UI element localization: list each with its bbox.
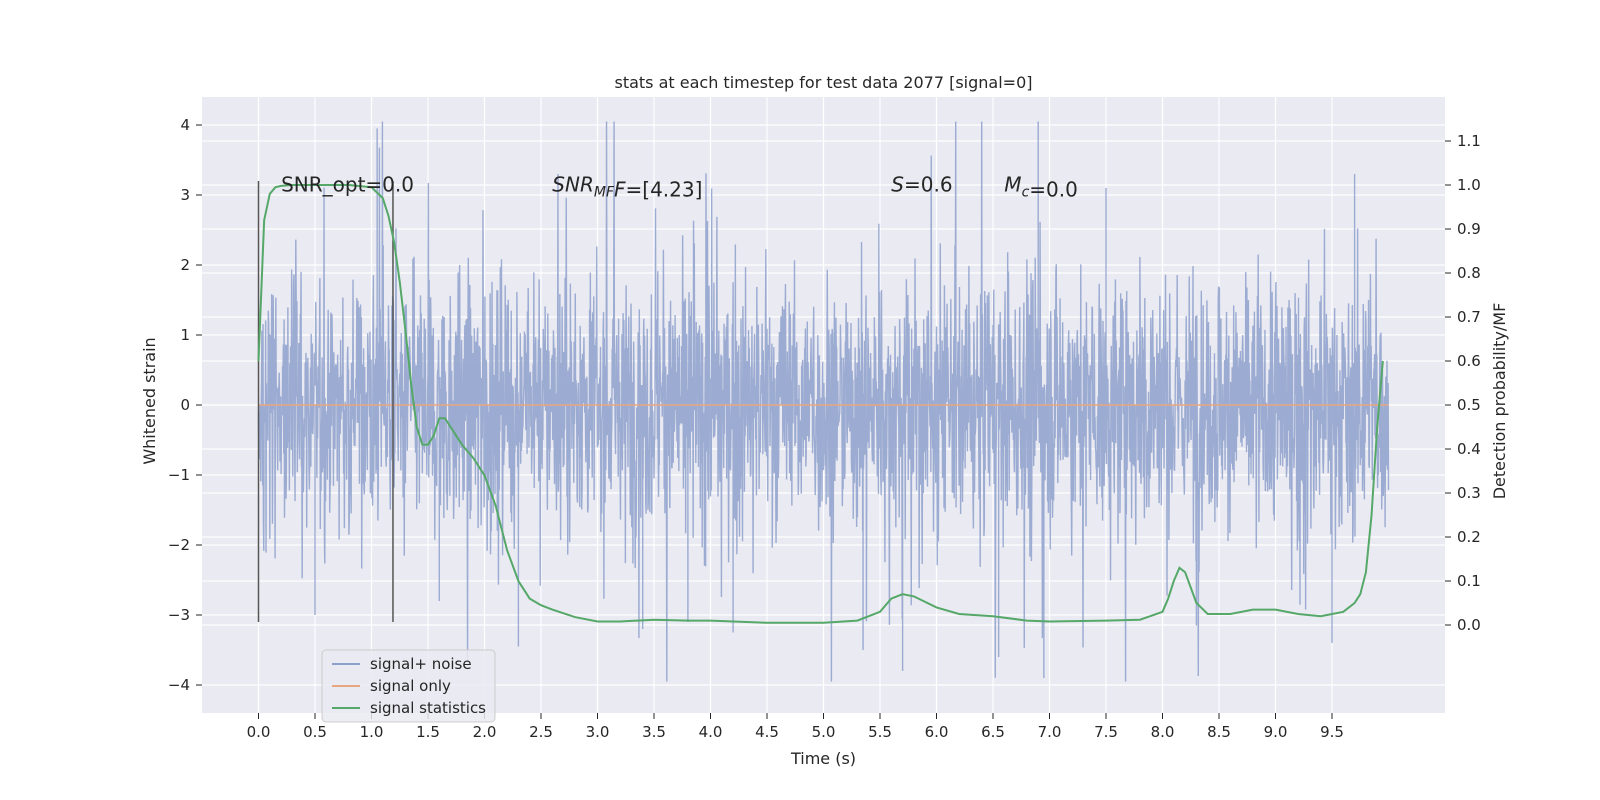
- y-right-tick-label: 0.6: [1457, 352, 1481, 370]
- y-left-tick-label: −1: [168, 466, 190, 484]
- y-axis-left: −4 −3 −2 −1 0 1 2 3 4: [168, 116, 202, 694]
- y-right-tick-label: 0.3: [1457, 484, 1481, 502]
- y-right-tick-label: 0.7: [1457, 308, 1481, 326]
- y-axis-right: 0.0 0.1 0.2 0.3 0.4 0.5 0.6 0.7 0.8 0.9 1.0 1.1: [1445, 132, 1481, 634]
- x-tick-label: 5.5: [868, 723, 892, 741]
- y-left-tick-label: 1: [180, 326, 190, 344]
- annotation-2: SNRMFF=[4.23]: [552, 173, 702, 202]
- annotation-part: M: [1004, 173, 1021, 197]
- annotation-part: MF: [594, 185, 615, 201]
- annotation-part: =0.6: [904, 173, 953, 197]
- x-tick-label: 3.5: [642, 723, 666, 741]
- x-tick-label: 2.5: [529, 723, 553, 741]
- series-signal-plus-noise: [257, 121, 1390, 682]
- x-tick-label: 6.0: [925, 723, 949, 741]
- y-right-tick-label: 0.0: [1457, 616, 1481, 634]
- legend-label-signal-noise: signal+ noise: [370, 655, 472, 673]
- y-right-tick-label: 0.1: [1457, 572, 1481, 590]
- annotation-part: c: [1022, 185, 1030, 201]
- legend: signal+ noise signal only signal statistic…: [321, 649, 496, 723]
- x-tick-label: 4.5: [755, 723, 779, 741]
- x-tick-label: 7.5: [1094, 723, 1118, 741]
- y-left-tick-label: −4: [168, 676, 190, 694]
- x-tick-label: 2.0: [473, 723, 497, 741]
- x-tick-label: 6.5: [981, 723, 1005, 741]
- legend-label-signal-statistics: signal statistics: [370, 699, 486, 717]
- x-tick-label: 5.0: [812, 723, 836, 741]
- y-right-tick-label: 0.4: [1457, 440, 1481, 458]
- y-left-tick-label: 3: [180, 186, 190, 204]
- x-tick-label: 8.0: [1151, 723, 1175, 741]
- legend-box: [321, 649, 496, 723]
- annotation-part: =[4.23]: [626, 178, 703, 202]
- y-left-tick-label: −2: [168, 536, 190, 554]
- annotations: SNR_opt=0.0 SNRMFF=[4.23] S=0.6 Mc=0.0: [281, 173, 1078, 202]
- annotation-part: SNR_opt=0.0: [281, 173, 414, 197]
- signal-plus-noise-line: [257, 121, 1390, 682]
- x-tick-label: 9.5: [1320, 723, 1344, 741]
- series-signal-statistics: [257, 184, 1384, 624]
- x-tick-label: 9.0: [1264, 723, 1288, 741]
- y-right-tick-label: 0.5: [1457, 396, 1481, 414]
- y-left-tick-label: 4: [180, 116, 190, 134]
- y-right-tick-label: 0.8: [1457, 264, 1481, 282]
- y-axis-left-label: Whitened strain: [140, 337, 159, 464]
- y-left-tick-label: −3: [168, 606, 190, 624]
- annotation-part: F: [614, 178, 626, 202]
- x-tick-label: 0.5: [303, 723, 327, 741]
- annotation-1: SNR_opt=0.0: [281, 173, 414, 197]
- annotation-part: =0.0: [1029, 178, 1078, 202]
- annotation-part: SNR: [552, 173, 594, 197]
- x-tick-label: 3.0: [586, 723, 610, 741]
- marker-lines: [257, 181, 394, 622]
- x-axis: 0.0 0.5 1.0 1.5 2.0 2.5 3.0 3.5 4.0 4.5 5.0 5.5 6.0 6…: [247, 713, 1344, 741]
- x-axis-label: Time (s): [790, 749, 856, 768]
- x-tick-label: 0.0: [247, 723, 271, 741]
- y-right-tick-label: 1.1: [1457, 132, 1481, 150]
- annotation-4: Mc=0.0: [1004, 173, 1078, 202]
- annotation-part: S: [891, 173, 904, 197]
- x-tick-label: 4.0: [699, 723, 723, 741]
- y-left-tick-label: 2: [180, 256, 190, 274]
- x-tick-label: 7.0: [1038, 723, 1062, 741]
- x-tick-label: 1.0: [360, 723, 384, 741]
- x-tick-label: 1.5: [416, 723, 440, 741]
- annotation-3: S=0.6: [891, 173, 952, 197]
- y-right-tick-label: 1.0: [1457, 176, 1481, 194]
- y-right-tick-label: 0.9: [1457, 220, 1481, 238]
- y-left-tick-label: 0: [180, 396, 190, 414]
- chart-title: stats at each timestep for test data 207…: [614, 73, 1032, 92]
- x-tick-label: 8.5: [1207, 723, 1231, 741]
- y-right-tick-label: 0.2: [1457, 528, 1481, 546]
- signal-statistics-line: [257, 184, 1384, 624]
- legend-label-signal-only: signal only: [370, 677, 451, 695]
- y-axis-right-label: Detection probability/MF: [1490, 303, 1509, 500]
